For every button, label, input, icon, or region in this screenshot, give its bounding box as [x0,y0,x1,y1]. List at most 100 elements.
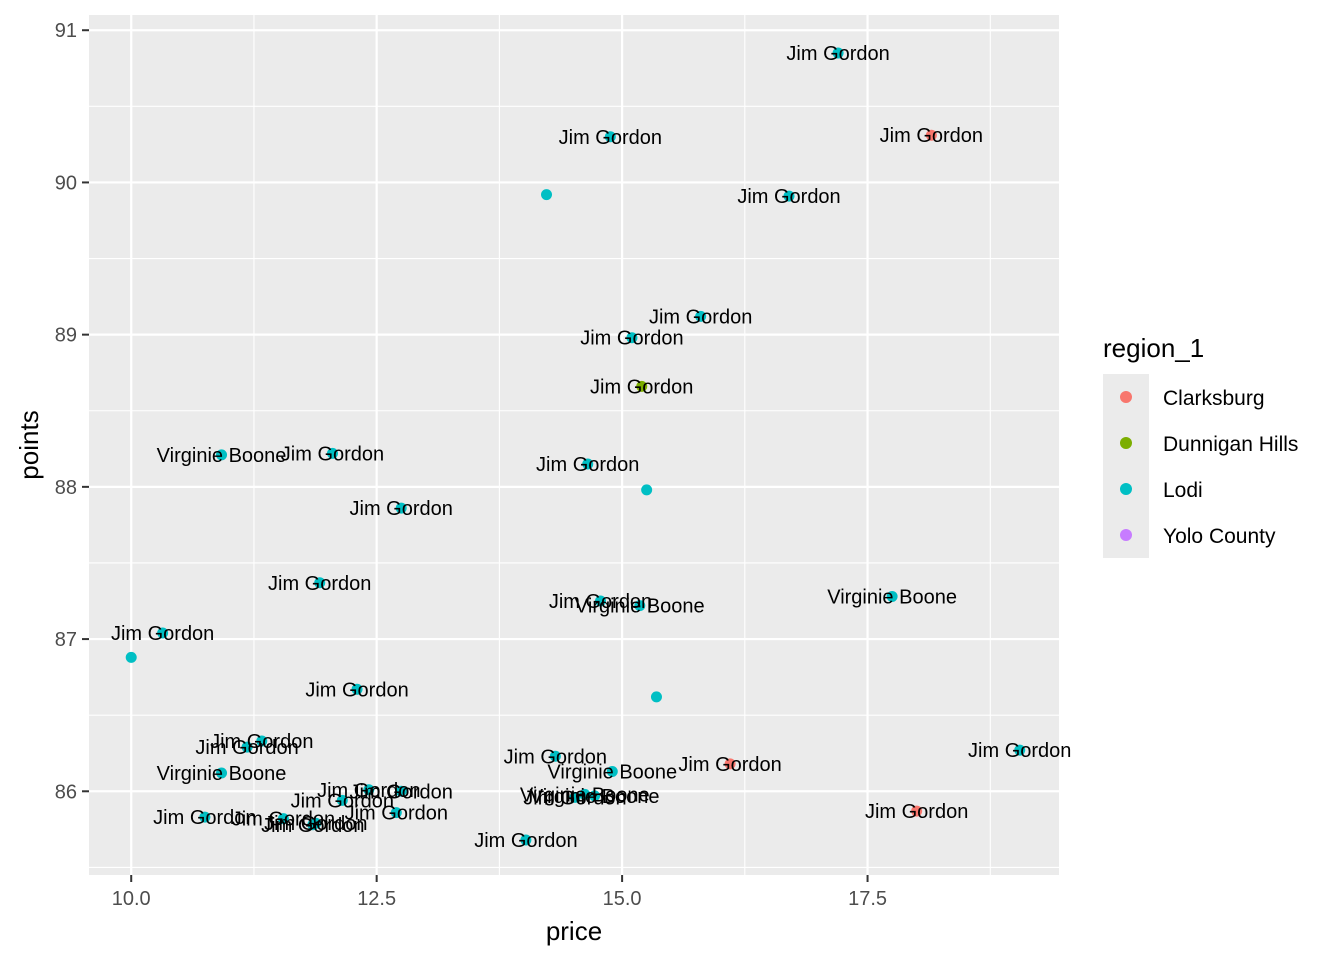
data-point-label: Jim Gordon [111,623,214,645]
data-point [1014,744,1026,756]
data-point-label: Jim Gordon [737,186,840,208]
data-point [336,794,348,806]
legend-key [1120,483,1132,495]
x-tick-label: 15.0 [603,888,642,910]
data-point [256,735,268,747]
data-point [606,765,618,777]
legend-label: Yolo County [1163,525,1276,548]
legend-label: Clarksburg [1163,387,1265,410]
y-axis: 86 87 88 89 90 91 [55,20,89,803]
data-point [326,447,338,459]
data-point-label: Jim Gordon [549,591,652,613]
data-point [199,811,211,823]
data-point [604,131,616,143]
legend: region_1 Clarksburg Dunnigan Hills Lodi Yol… [1103,333,1298,558]
data-point [783,190,795,202]
legend-key-background [1103,374,1149,558]
legend-label: Lodi [1163,479,1203,502]
data-point-label: Jim Gordon [261,815,364,837]
data-point-label: Jim Gordon [305,679,408,701]
data-point [549,750,561,762]
data-point [314,577,326,589]
data-point [157,627,169,639]
x-axis: 10.0 12.5 15.0 17.5 [112,875,887,910]
legend-key [1120,529,1132,541]
data-point [390,807,402,819]
x-tick-label: 12.5 [357,888,396,910]
data-point-label: Jim Gordon [350,498,453,520]
data-point-label: Jim Gordon [865,801,968,823]
data-point [579,788,591,800]
data-point [595,595,607,607]
data-point-label: Jim Gordon [291,790,394,812]
data-point-label: Virginie Boone [157,763,287,785]
data-point [925,129,937,141]
data-point [395,502,407,514]
data-point-label: Jim Gordon [786,43,889,65]
y-tick-label: 91 [55,20,77,42]
data-point-label: Jim Gordon [590,376,693,398]
y-tick-label: 89 [55,325,77,347]
data-point-label: Virginie Boone [530,786,660,808]
data-point [351,683,363,695]
data-point [216,767,228,779]
legend-label: Dunnigan Hills [1163,433,1298,456]
data-point [695,310,707,322]
data-point-label: Virginie Boone [157,445,287,467]
data-point-label: Jim Gordon [268,573,371,595]
data-point [911,805,923,817]
x-axis-title: price [546,916,602,946]
data-point [277,813,289,825]
x-tick-label: 17.5 [848,888,887,910]
x-tick-label: 10.0 [112,888,151,910]
data-point-label: Jim Gordon [880,125,983,147]
data-point [650,691,662,703]
data-point [363,784,375,796]
data-point [886,590,898,602]
data-point-label: Jim Gordon [210,731,313,753]
data-point-label: Jim Gordon [678,754,781,776]
data-point [395,785,407,797]
data-point-label: Jim Gordon [536,454,639,476]
data-point-label: Jim Gordon [264,813,367,835]
y-tick-label: 90 [55,172,77,194]
data-point [589,790,601,802]
data-point-label: Jim Gordon [474,830,577,852]
data-point [582,458,594,470]
data-point-label: Virginie Boone [520,784,650,806]
data-point [216,449,228,461]
minor-gridlines [89,15,1059,875]
data-point-label: Jim Gordon [317,780,420,802]
data-point [832,47,844,59]
legend-key [1120,391,1132,403]
data-point [641,484,653,496]
legend-title: region_1 [1103,333,1204,363]
data-point-label: Jim Gordon [559,127,662,149]
data-point [241,741,253,753]
data-point-label: Virginie Boone [575,596,705,618]
legend-key [1120,437,1132,449]
data-point-label: Jim Gordon [281,443,384,465]
data-point-label: Virginie Boone [827,586,957,608]
y-tick-label: 87 [55,629,77,651]
data-point-label: Jim Gordon [232,809,335,831]
data-point-label: Jim Gordon [649,306,752,328]
data-point [626,332,638,344]
data-point [569,791,581,803]
data-point [636,380,648,392]
legend-entries: Clarksburg Dunnigan Hills Lodi Yolo County [1120,387,1298,548]
data-point-label: Jim Gordon [350,781,453,803]
data-point [307,819,319,831]
data-point [541,189,553,201]
data-point-label: Jim Gordon [580,328,683,350]
data-points [125,47,1026,846]
data-point-label: Jim Gordon [523,787,626,809]
data-point-label: Jim Gordon [195,737,298,759]
data-point [520,834,532,846]
data-point-label: Jim Gordon [968,740,1071,762]
data-point-label: Jim Gordon [153,807,256,829]
data-point [125,651,137,663]
data-point-label: Virginie Boone [547,761,677,783]
data-point [634,600,646,612]
